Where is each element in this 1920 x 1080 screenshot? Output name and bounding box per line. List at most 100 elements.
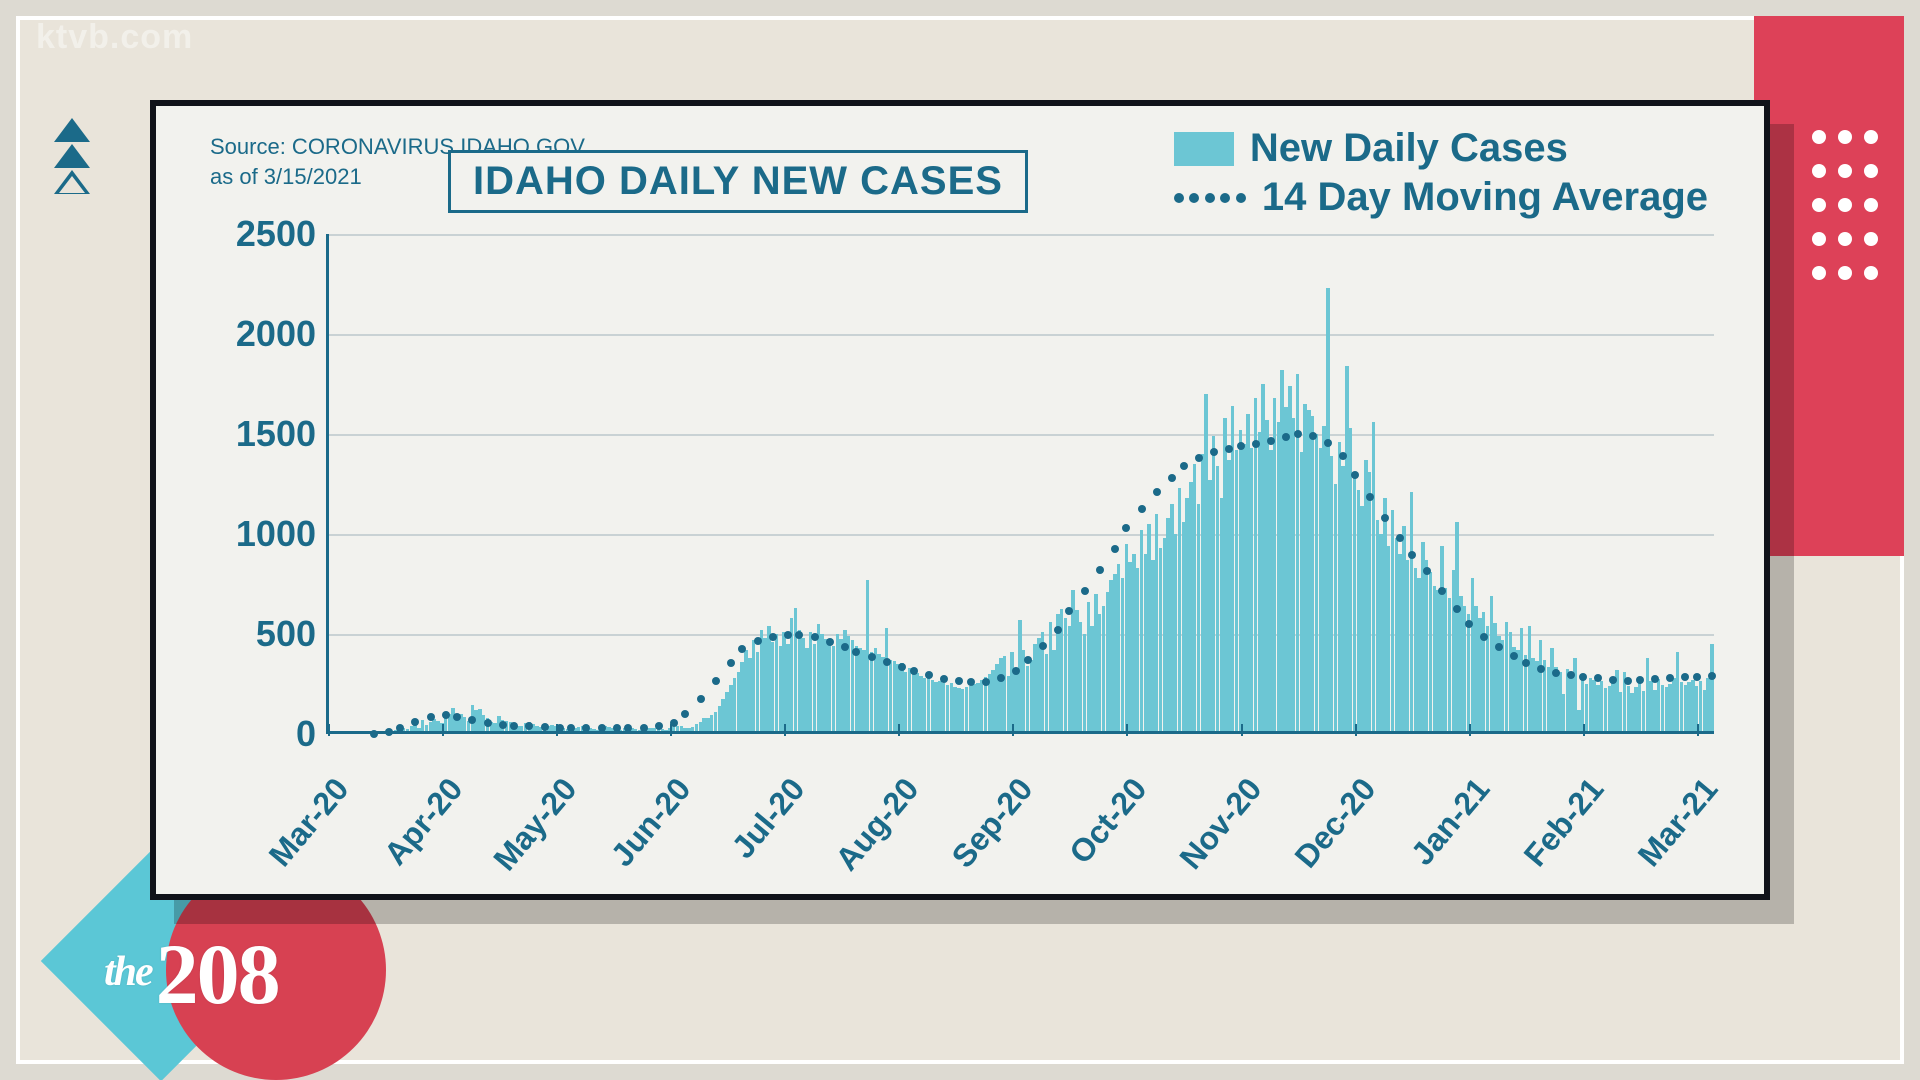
- moving-avg-dot: [868, 653, 876, 661]
- moving-avg-dot: [1636, 676, 1644, 684]
- moving-avg-dot: [1180, 462, 1188, 470]
- moving-avg-dot: [967, 678, 975, 686]
- moving-avg-dot: [484, 719, 492, 727]
- y-tick-label: 500: [216, 613, 316, 655]
- moving-avg-dot: [453, 713, 461, 721]
- moving-avg-dot: [1381, 514, 1389, 522]
- x-tick-label: Mar-21: [1631, 771, 1726, 874]
- moving-avg-dot: [468, 716, 476, 724]
- moving-avg-dot: [1096, 566, 1104, 574]
- legend-label-bars: New Daily Cases: [1250, 126, 1568, 171]
- y-tick-label: 2000: [216, 313, 316, 355]
- moving-avg-dot: [1567, 671, 1575, 679]
- moving-avg-dot: [1122, 524, 1130, 532]
- moving-avg-dot: [1267, 437, 1275, 445]
- x-tick-label: Jun-20: [604, 771, 699, 874]
- moving-avg-dot: [427, 713, 435, 721]
- moving-avg-dot: [1237, 442, 1245, 450]
- moving-avg-dot: [1609, 676, 1617, 684]
- moving-avg-dot: [738, 645, 746, 653]
- moving-avg-dot: [1195, 454, 1203, 462]
- moving-avg-dot: [1153, 488, 1161, 496]
- daily-case-bar: [1710, 644, 1713, 734]
- moving-avg-dot: [499, 721, 507, 729]
- y-axis-labels: 05001000150020002500: [216, 234, 316, 734]
- moving-avg-dot: [1693, 673, 1701, 681]
- moving-avg-dot: [769, 633, 777, 641]
- x-tick-label: May-20: [486, 771, 584, 878]
- x-tick-label: Mar-20: [262, 771, 357, 874]
- moving-avg-dot: [1081, 587, 1089, 595]
- moving-avg-dot: [784, 631, 792, 639]
- moving-avg-dot: [1024, 656, 1032, 664]
- moving-avg-dot: [1453, 605, 1461, 613]
- moving-avg-dot: [1054, 626, 1062, 634]
- moving-avg-dot: [396, 724, 404, 732]
- moving-avg-dot: [624, 724, 632, 732]
- moving-avg-dot: [525, 722, 533, 730]
- legend-item-bars: New Daily Cases: [1174, 126, 1708, 171]
- moving-avg-dot: [1111, 545, 1119, 553]
- moving-avg-dot: [1510, 652, 1518, 660]
- y-tick-label: 1000: [216, 513, 316, 555]
- plot-area: [326, 234, 1714, 734]
- moving-avg-dot: [510, 722, 518, 730]
- x-tick-label: Dec-20: [1287, 771, 1383, 875]
- moving-avg-dot: [1438, 587, 1446, 595]
- moving-avg-dot: [1552, 669, 1560, 677]
- moving-avg-dot: [1210, 448, 1218, 456]
- decor-dot-grid: [1806, 120, 1884, 290]
- moving-avg-dot: [541, 723, 549, 731]
- moving-avg-dot: [1065, 607, 1073, 615]
- moving-avg-dot: [411, 718, 419, 726]
- moving-avg-dot: [925, 671, 933, 679]
- logo-text: the208: [104, 924, 279, 1024]
- moving-avg-dot: [1351, 471, 1359, 479]
- y-axis-line: [326, 234, 329, 734]
- station-watermark: ktvb.com: [36, 18, 193, 57]
- moving-avg-dot: [655, 722, 663, 730]
- moving-avg-dot: [1039, 642, 1047, 650]
- x-tick-label: Feb-21: [1516, 771, 1611, 874]
- chart-title: IDAHO DAILY NEW CASES: [448, 150, 1028, 213]
- moving-avg-dot: [841, 643, 849, 651]
- moving-avg-dot: [1366, 493, 1374, 501]
- moving-avg-dot: [1324, 439, 1332, 447]
- moving-avg-dot: [1309, 432, 1317, 440]
- x-tick-label: Oct-20: [1062, 771, 1154, 871]
- moving-avg-dot: [442, 711, 450, 719]
- moving-avg-dot: [1495, 643, 1503, 651]
- moving-avg-dot: [1339, 452, 1347, 460]
- moving-avg-dot: [681, 710, 689, 718]
- moving-avg-dot: [640, 724, 648, 732]
- moving-avg-dot: [982, 678, 990, 686]
- y-tick-label: 1500: [216, 413, 316, 455]
- moving-avg-dot: [1522, 659, 1530, 667]
- moving-avg-dot: [1408, 551, 1416, 559]
- moving-avg-dot: [852, 648, 860, 656]
- moving-avg-dot: [1225, 445, 1233, 453]
- moving-avg-dot: [1624, 677, 1632, 685]
- moving-avg-dot: [910, 667, 918, 675]
- moving-avg-dot: [754, 637, 762, 645]
- x-axis-labels: Mar-20Apr-20May-20Jun-20Jul-20Aug-20Sep-…: [326, 736, 1714, 886]
- legend-item-line: 14 Day Moving Average: [1174, 175, 1708, 220]
- moving-avg-dot: [567, 724, 575, 732]
- moving-avg-dot: [1168, 474, 1176, 482]
- moving-avg-dot: [795, 631, 803, 639]
- x-tick-label: Apr-20: [377, 771, 470, 872]
- moving-avg-dot: [598, 724, 606, 732]
- legend-swatch-line: [1174, 193, 1246, 203]
- moving-avg-dot: [883, 658, 891, 666]
- legend-label-line: 14 Day Moving Average: [1262, 175, 1708, 220]
- x-tick-label: Aug-20: [829, 771, 927, 878]
- y-tick-label: 0: [216, 713, 316, 755]
- x-tick-label: Nov-20: [1172, 771, 1269, 877]
- moving-avg-dot: [940, 675, 948, 683]
- y-tick-label: 2500: [216, 213, 316, 255]
- moving-avg-dot: [898, 663, 906, 671]
- x-axis-line: [326, 731, 1714, 734]
- chart-legend: New Daily Cases 14 Day Moving Average: [1174, 126, 1708, 224]
- x-tick-label: Sep-20: [945, 771, 1041, 875]
- moving-avg-dot: [613, 724, 621, 732]
